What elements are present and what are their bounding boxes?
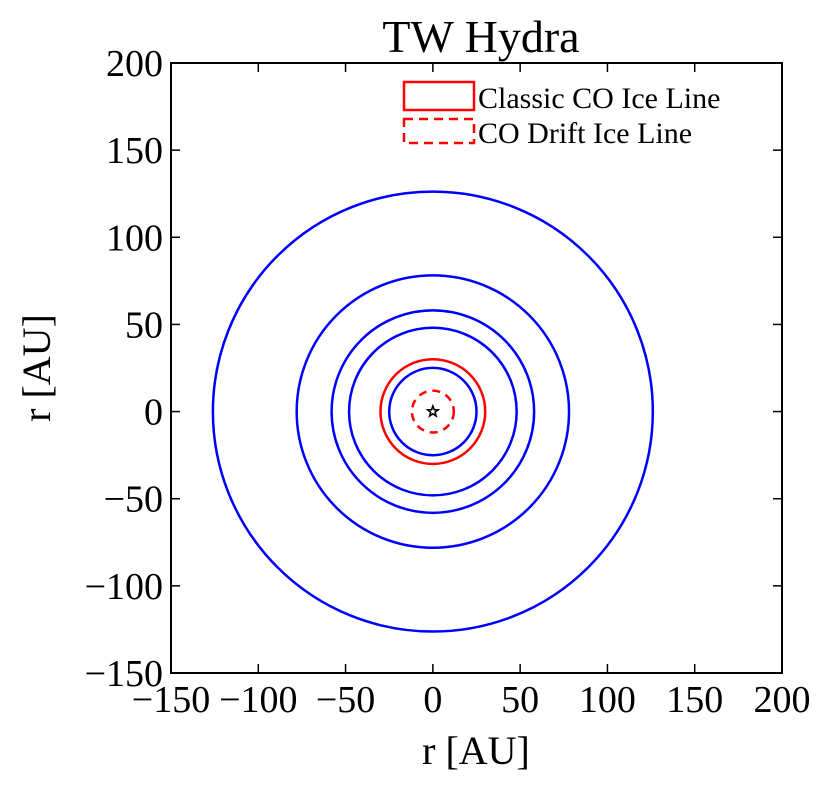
y-tick-label-0: −150: [85, 653, 163, 695]
ring-rings-0: [387, 366, 478, 457]
legend-swatch-classic-co-ice-line: [402, 80, 476, 112]
x-tick-label-5: 100: [579, 679, 636, 721]
star-marker: [425, 403, 441, 418]
ring-rings-3: [295, 274, 571, 549]
ring-co-drift-ice-line-0: [410, 389, 456, 434]
x-tick-label-1: −100: [219, 679, 297, 721]
legend: Classic CO Ice Line CO Drift Ice Line: [402, 80, 720, 150]
y-tick-label-1: −100: [85, 566, 163, 608]
y-tick-label-5: 100: [106, 217, 163, 259]
x-tick-label-6: 150: [666, 679, 723, 721]
y-tick-label-6: 150: [106, 130, 163, 172]
x-tick-label-2: −50: [316, 679, 375, 721]
plot-frame: [170, 62, 783, 674]
star-marker-layer: [425, 403, 441, 418]
y-tick-label-2: −50: [104, 479, 163, 521]
y-tick-label-3: 0: [144, 392, 163, 434]
x-tick-label-3: 0: [423, 679, 442, 721]
ring-classic-co-ice-line-0: [379, 357, 487, 466]
x-axis-label: r [AU]: [422, 728, 530, 773]
y-tick-label-4: 50: [125, 304, 163, 346]
ring-rings-1: [347, 326, 518, 497]
y-tick-label-7: 200: [106, 43, 163, 85]
plot-area: −150 −100 −50 0 50 100 150 200−150−100−50050100…: [85, 43, 811, 721]
legend-label-co-drift-ice-line: CO Drift Ice Line: [478, 117, 692, 150]
x-tick-label-0: −150: [132, 679, 210, 721]
ring-rings-4: [211, 190, 655, 633]
legend-label-classic-co-ice-line: Classic CO Ice Line: [478, 82, 720, 115]
ring-rings-2: [330, 309, 536, 515]
x-tick-label-4: 50: [501, 679, 539, 721]
chart-title: TW Hydra: [382, 11, 579, 62]
x-tick-label-7: 200: [754, 679, 811, 721]
legend-swatch-co-drift-ice-line: [402, 117, 476, 145]
tick-layer: −150 −100 −50 0 50 100 150 200−150−100−50050100…: [85, 43, 811, 721]
y-axis-label: r [AU]: [14, 314, 59, 422]
ring-layer: [211, 190, 655, 633]
